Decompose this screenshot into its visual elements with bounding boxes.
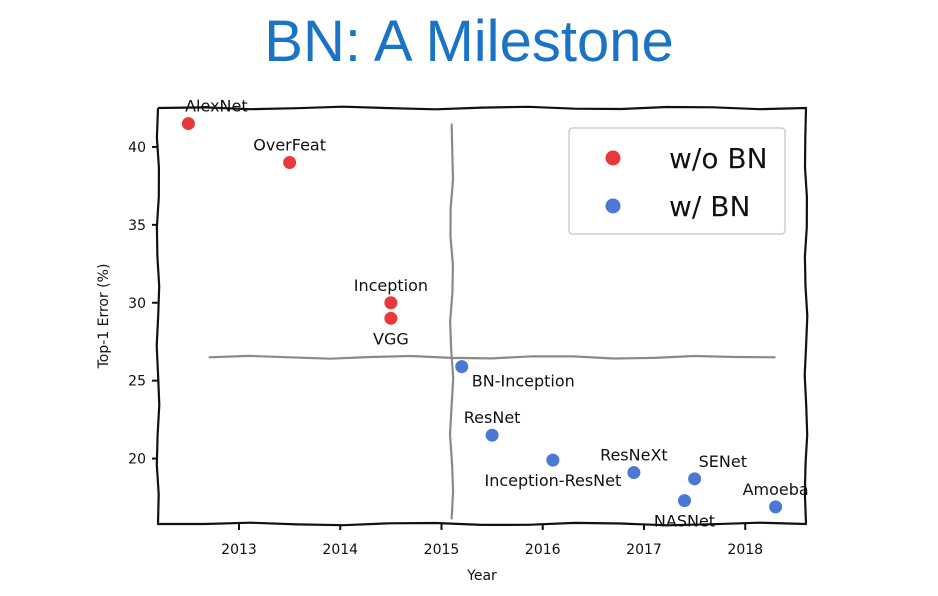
point-label-senet: SENet (699, 452, 747, 471)
point-resnext (627, 466, 641, 480)
point-label-inception-resnet: Inception-ResNet (485, 471, 622, 490)
point-label-overfeat: OverFeat (253, 136, 326, 155)
plot-frame (155, 105, 809, 527)
point-bn-inception (455, 360, 469, 374)
point-overfeat (283, 156, 297, 170)
slide-title: BN: A Milestone (264, 9, 674, 74)
x-tick-label: 2018 (727, 542, 763, 558)
y-axis-title: Top-1 Error (%) (96, 264, 112, 370)
legend-label-w-bn: w/ BN (669, 190, 750, 223)
y-tick-label: 35 (128, 218, 146, 234)
y-tick-label: 40 (128, 140, 146, 156)
x-tick-label: 2015 (424, 542, 460, 558)
point-label-resnext: ResNeXt (600, 446, 668, 465)
x-tick-label: 2016 (525, 542, 561, 558)
point-label-amoeba: Amoeba (743, 480, 809, 499)
point-inception (384, 296, 398, 310)
point-resnet (485, 428, 499, 442)
point-nasnet (678, 494, 691, 508)
point-label-bn-inception: BN-Inception (472, 372, 575, 391)
point-label-inception: Inception (354, 276, 428, 295)
x-tick-label: 2017 (626, 542, 662, 558)
point-label-alexnet: AlexNet (185, 97, 248, 116)
y-tick-label: 30 (128, 296, 146, 312)
point-vgg (384, 311, 398, 325)
legend-box (568, 127, 786, 235)
legend-marker-w-bn (605, 198, 621, 214)
y-tick-label: 25 (128, 374, 146, 390)
point-inception-resnet (546, 453, 560, 467)
x-tick-label: 2013 (221, 542, 257, 558)
y-tick-label: 20 (128, 452, 146, 468)
point-label-nasnet: NASNet (654, 512, 715, 531)
point-alexnet (181, 117, 195, 131)
x-axis-title: Year (466, 568, 497, 584)
point-senet (688, 472, 702, 486)
vertical-divider-line (448, 123, 455, 520)
legend-marker-w-o-bn (605, 150, 621, 166)
point-amoeba (769, 500, 783, 514)
horizontal-divider-line (208, 354, 776, 360)
legend-label-w-o-bn: w/o BN (669, 142, 768, 175)
point-label-resnet: ResNet (464, 408, 521, 427)
point-label-vgg: VGG (373, 329, 409, 348)
x-tick-label: 2014 (322, 542, 358, 558)
